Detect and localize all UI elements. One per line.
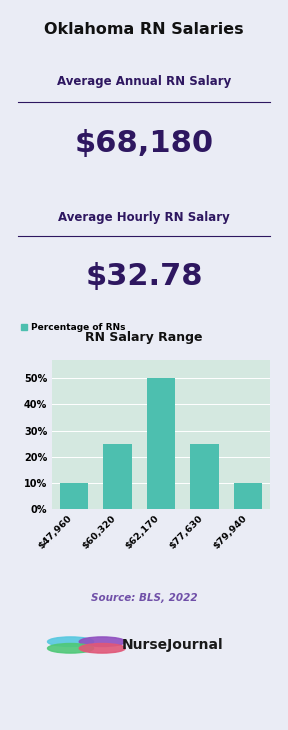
Ellipse shape	[48, 644, 94, 653]
Bar	[103, 444, 132, 509]
Legend: Percentage of RNs: Percentage of RNs	[17, 320, 129, 336]
Bar	[190, 444, 219, 509]
Text: Average Annual RN Salary: Average Annual RN Salary	[57, 75, 231, 88]
Ellipse shape	[79, 637, 125, 647]
Text: $32.78: $32.78	[85, 262, 203, 291]
Text: Oklahoma RN Salaries: Oklahoma RN Salaries	[44, 21, 244, 36]
Bar	[234, 483, 262, 509]
Ellipse shape	[79, 644, 125, 653]
Bar	[147, 378, 175, 509]
Bar	[60, 483, 88, 509]
Text: Average Hourly RN Salary: Average Hourly RN Salary	[58, 211, 230, 224]
Text: NurseJournal: NurseJournal	[122, 638, 223, 652]
Ellipse shape	[48, 637, 94, 647]
Text: Source: BLS, 2022: Source: BLS, 2022	[91, 593, 197, 603]
Text: RN Salary Range: RN Salary Range	[85, 331, 203, 344]
Text: $68,180: $68,180	[74, 128, 214, 158]
